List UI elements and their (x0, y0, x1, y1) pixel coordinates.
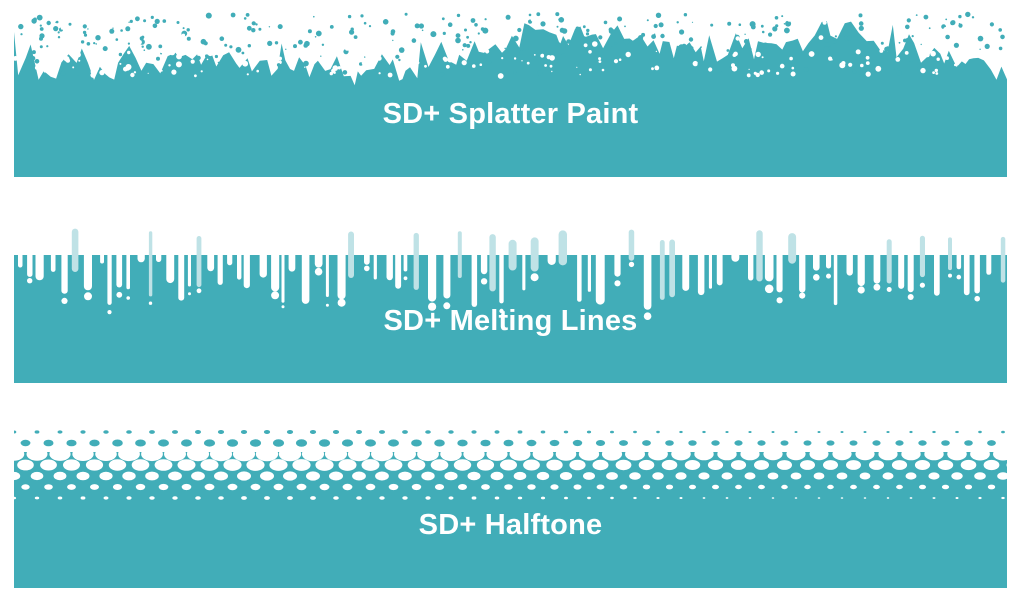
halftone-edge (14, 420, 1007, 588)
splatter-paint-banner: SD+ Splatter Paint (14, 10, 1007, 177)
melting-lines-banner: SD+ Melting Lines (14, 215, 1007, 383)
paint-specks (14, 11, 1007, 79)
splatter-paint-edge (14, 10, 1007, 177)
melting-lines-label: SD+ Melting Lines (383, 305, 638, 337)
halftone-label: SD+ Halftone (418, 509, 603, 541)
halftone-banner: SD+ Halftone (14, 420, 1007, 588)
splatter-paint-label: SD+ Splatter Paint (382, 98, 639, 130)
melting-lines-edge (14, 215, 1007, 383)
